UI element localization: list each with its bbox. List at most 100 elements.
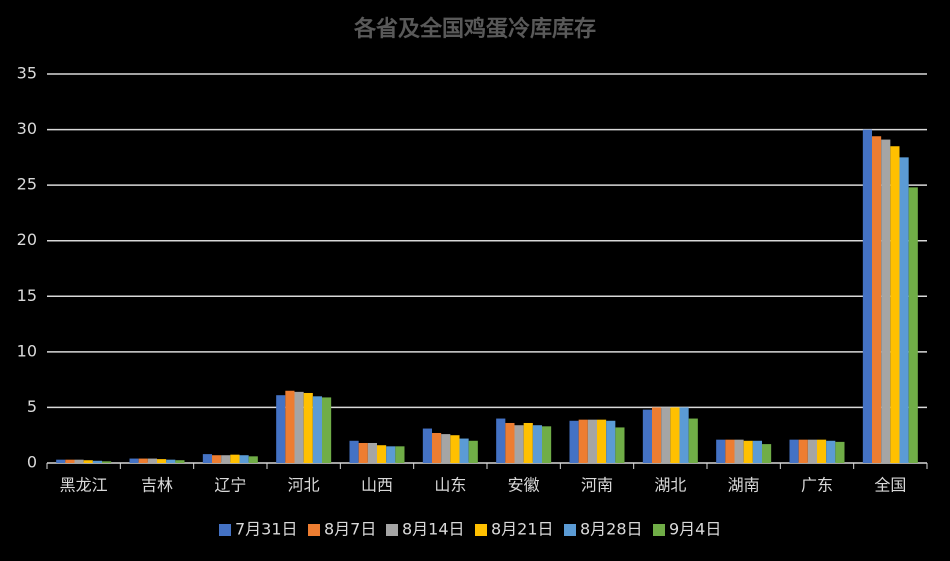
bar <box>367 442 377 463</box>
bar <box>716 439 726 463</box>
x-tick-label: 河北 <box>288 476 320 495</box>
bar <box>725 439 735 463</box>
bar <box>312 396 322 463</box>
x-tick-label: 全国 <box>874 476 906 495</box>
legend-swatch <box>475 524 487 536</box>
bar <box>74 459 84 463</box>
bar <box>890 146 900 463</box>
bar <box>450 435 460 463</box>
x-tick-label: 安徽 <box>508 476 540 495</box>
bar <box>642 409 652 463</box>
legend-swatch <box>308 524 320 536</box>
bar <box>221 455 231 463</box>
bar <box>597 419 607 463</box>
bar <box>303 392 313 463</box>
bar <box>578 419 588 463</box>
x-tick-label: 黑龙江 <box>60 476 108 495</box>
bar <box>65 459 75 463</box>
legend-swatch <box>386 524 398 536</box>
bar <box>276 395 286 463</box>
bar <box>175 460 185 463</box>
bar <box>147 458 157 463</box>
bar <box>826 440 836 463</box>
y-tick-label: 35 <box>17 64 37 83</box>
bar <box>386 446 396 463</box>
bar <box>239 455 249 463</box>
bar <box>138 458 148 463</box>
bar <box>752 440 762 463</box>
bar <box>459 438 469 463</box>
y-tick-label: 5 <box>27 397 37 416</box>
x-tick-label: 河南 <box>581 476 613 495</box>
y-tick-label: 30 <box>17 119 37 138</box>
legend-label: 9月4日 <box>669 520 721 539</box>
y-tick-label: 15 <box>17 286 37 305</box>
legend-label: 8月28日 <box>580 520 643 539</box>
bar <box>358 442 368 463</box>
bar <box>56 459 66 463</box>
bar <box>835 441 845 463</box>
bar <box>615 427 625 463</box>
x-tick-label: 湖南 <box>728 476 760 495</box>
bar <box>652 407 662 463</box>
legend-swatch <box>653 524 665 536</box>
legend-label: 8月14日 <box>402 520 465 539</box>
bar <box>606 420 616 463</box>
x-tick-label: 广东 <box>801 476 833 495</box>
bar <box>166 459 176 463</box>
bar <box>496 418 506 463</box>
bar <box>102 461 112 463</box>
bar <box>92 460 102 463</box>
chart-title: 各省及全国鸡蛋冷库库存 <box>353 16 596 42</box>
bar <box>432 432 442 463</box>
bar <box>734 439 744 463</box>
x-tick-label: 湖北 <box>654 476 686 495</box>
bar <box>83 460 93 463</box>
bar <box>322 397 332 463</box>
y-tick-label: 25 <box>17 175 37 194</box>
bar <box>807 439 817 463</box>
bar <box>817 439 827 463</box>
x-tick-label: 辽宁 <box>214 476 246 495</box>
bar <box>202 454 212 463</box>
bar <box>661 407 671 463</box>
bar <box>862 129 872 464</box>
bar <box>670 407 680 463</box>
legend-label: 7月31日 <box>235 520 298 539</box>
bar <box>157 459 167 463</box>
bar <box>542 426 552 463</box>
x-tick-label: 吉林 <box>141 476 173 495</box>
bar <box>212 455 222 463</box>
bar <box>743 440 753 463</box>
legend-swatch <box>219 524 231 536</box>
bar <box>569 420 579 463</box>
bar <box>789 439 799 463</box>
y-tick-label: 20 <box>17 230 37 249</box>
bar <box>468 440 478 463</box>
bar <box>377 445 387 463</box>
bar <box>129 458 139 463</box>
bar <box>872 136 882 464</box>
bar <box>349 440 359 463</box>
bar <box>294 391 304 463</box>
x-tick-label: 山西 <box>361 476 393 495</box>
bar <box>881 139 891 463</box>
legend-label: 8月21日 <box>491 520 554 539</box>
bar <box>422 428 432 463</box>
bar <box>762 444 772 463</box>
bar <box>514 425 524 463</box>
bar <box>230 454 240 463</box>
legend-label: 8月7日 <box>324 520 376 539</box>
bar <box>441 434 451 463</box>
y-tick-label: 0 <box>27 453 37 472</box>
bar <box>248 456 258 463</box>
legend-swatch <box>564 524 576 536</box>
y-tick-label: 10 <box>17 341 37 360</box>
bar <box>532 425 542 463</box>
bar <box>679 407 689 463</box>
bar <box>395 446 405 463</box>
bar <box>285 390 295 463</box>
bar <box>899 157 909 463</box>
